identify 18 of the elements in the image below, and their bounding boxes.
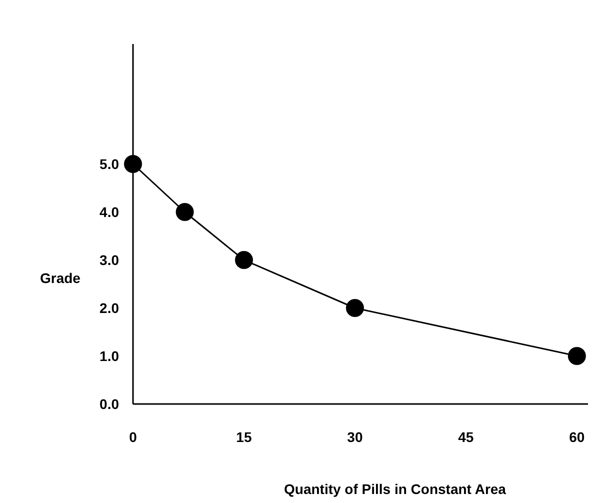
- y-tick-label: 0.0: [100, 396, 120, 412]
- x-tick-label: 45: [458, 429, 474, 445]
- point: [346, 299, 364, 317]
- x-tick-label: 30: [347, 429, 363, 445]
- x-axis-title: Quantity of Pills in Constant Area: [284, 481, 506, 497]
- y-tick-label: 3.0: [100, 252, 120, 268]
- y-tick-label: 5.0: [100, 156, 120, 172]
- point: [176, 203, 194, 221]
- x-tick-label: 15: [236, 429, 252, 445]
- y-tick-label: 4.0: [100, 204, 120, 220]
- y-axis-title: Grade: [40, 270, 81, 286]
- x-tick-label: 60: [569, 429, 585, 445]
- x-tick-label: 0: [129, 429, 138, 445]
- y-tick-label: 2.0: [100, 300, 120, 316]
- point: [234, 251, 253, 269]
- y-tick-label: 1.0: [100, 348, 120, 364]
- point: [568, 347, 586, 365]
- point: [124, 155, 142, 173]
